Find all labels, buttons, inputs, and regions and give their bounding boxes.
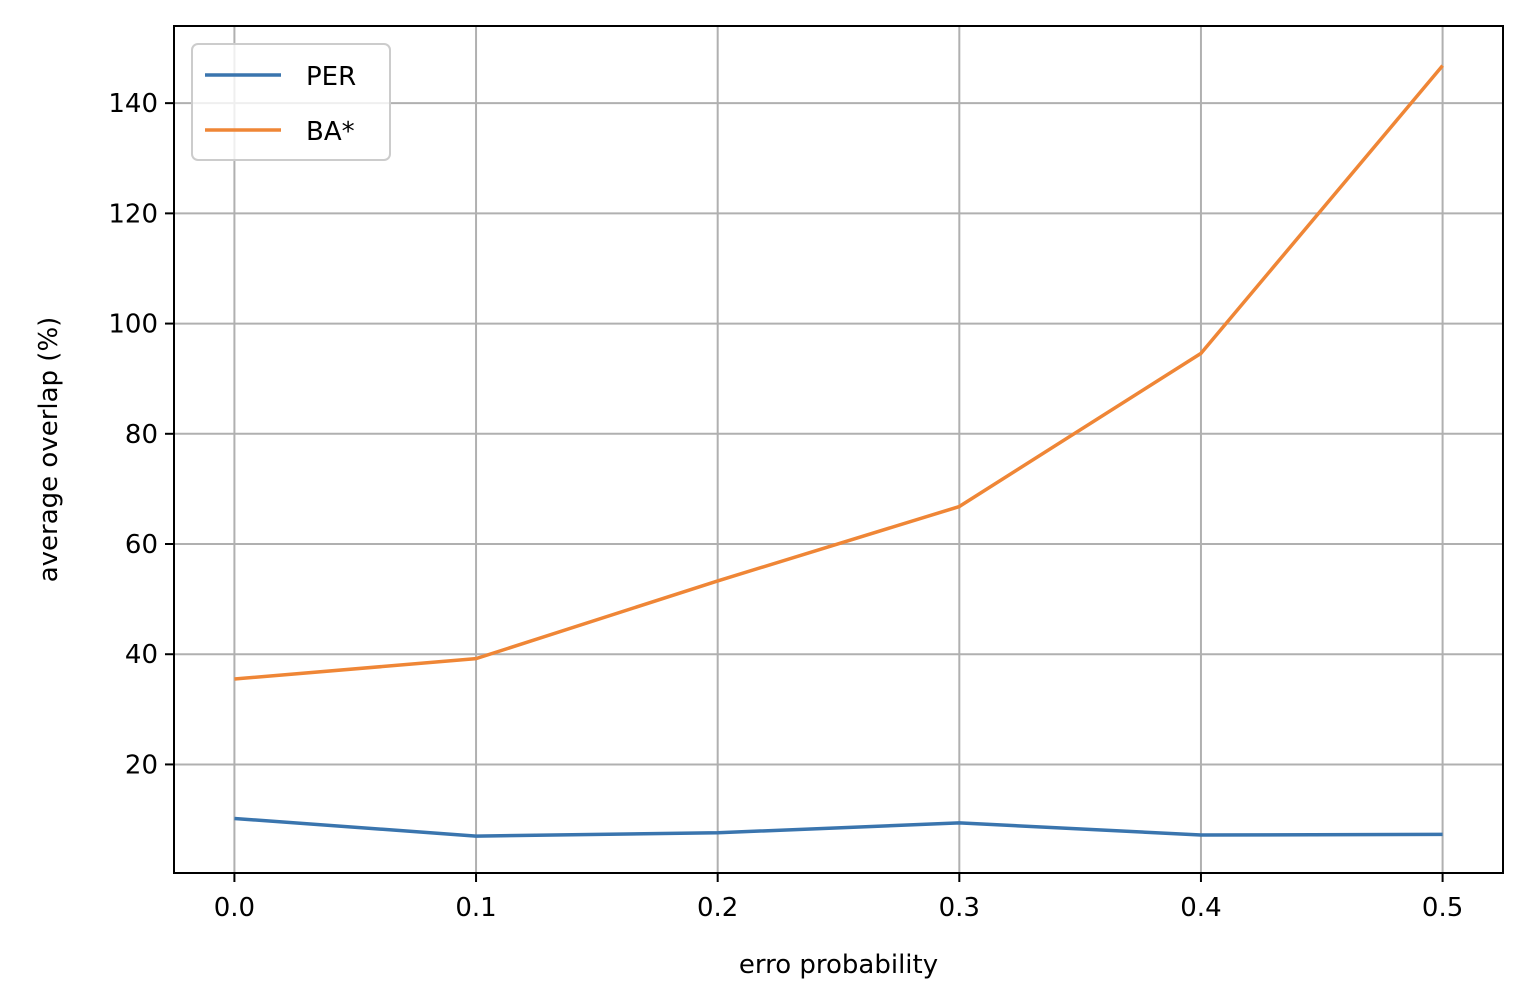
legend-box	[191, 43, 391, 161]
legend-label: BA*	[306, 117, 355, 147]
y-tick-label: 60	[125, 530, 158, 560]
y-tick-label: 80	[125, 420, 158, 450]
series-line-ba	[234, 64, 1444, 681]
x-tick-label: 0.4	[1180, 893, 1221, 923]
y-tick-label: 20	[125, 750, 158, 780]
y-axis-label: average overlap (%)	[34, 317, 64, 583]
series-line-per	[234, 816, 1443, 838]
x-tick-label: 0.5	[1422, 893, 1463, 923]
plot-frame	[173, 25, 1504, 874]
x-tick-label: 0.3	[939, 893, 980, 923]
x-tick-label: 0.1	[455, 893, 496, 923]
x-tick-label: 0.0	[214, 893, 255, 923]
y-tick-label: 140	[108, 89, 158, 119]
legend: PER BA*	[191, 43, 391, 161]
legend-label: PER	[306, 62, 356, 92]
x-tick-label: 0.2	[697, 893, 738, 923]
x-axis-ticks: 0.0 0.1 0.2 0.3 0.4 0.5	[214, 873, 1463, 923]
y-tick-label: 120	[108, 199, 158, 229]
y-tick-label: 100	[108, 310, 158, 340]
y-tick-label: 40	[125, 640, 158, 670]
series-layer	[234, 64, 1444, 838]
x-axis-label: erro probability	[739, 950, 938, 980]
y-axis-ticks: 20 40 60 80 100 120 140	[108, 89, 174, 780]
